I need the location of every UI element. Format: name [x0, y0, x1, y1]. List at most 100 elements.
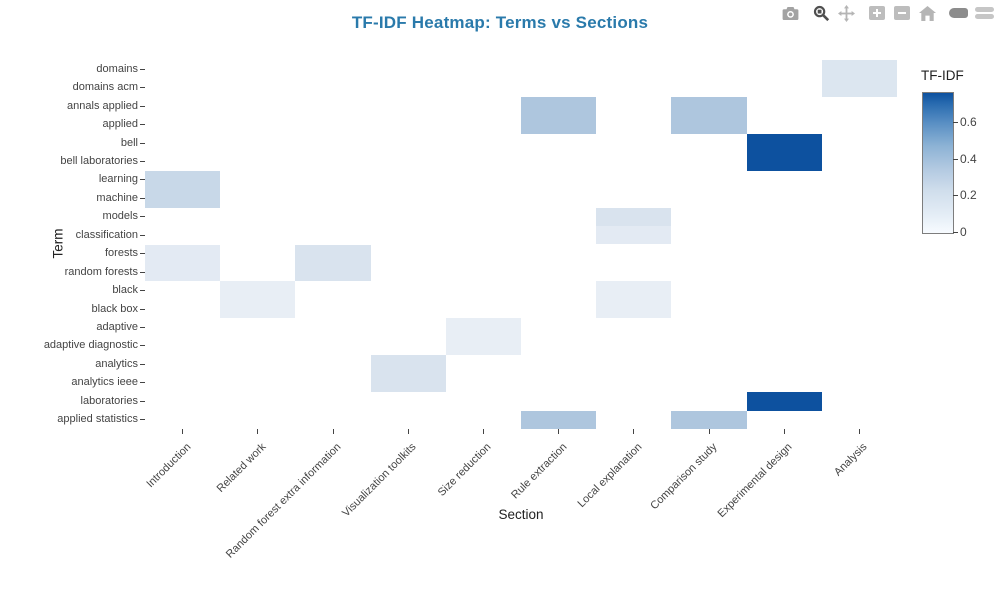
y-tick — [140, 345, 145, 347]
heatmap-plot-area[interactable] — [145, 60, 897, 429]
y-tick-label: adaptive — [96, 321, 138, 334]
y-tick-label: classification — [75, 228, 138, 241]
heatmap-cell[interactable] — [596, 299, 672, 319]
heatmap-cell[interactable] — [746, 152, 822, 171]
y-tick-label: domains acm — [72, 81, 138, 94]
y-tick-label: black box — [91, 302, 138, 315]
heatmap-cell[interactable] — [295, 244, 371, 263]
x-tick — [407, 429, 409, 434]
heatmap-cell[interactable] — [145, 170, 221, 190]
colorbar-gradient — [922, 92, 954, 234]
x-tick — [182, 429, 184, 434]
colorbar-tick-label: 0.6 — [960, 115, 977, 130]
heatmap-cell[interactable] — [671, 96, 747, 116]
y-tick — [140, 124, 145, 126]
heatmap-cell[interactable] — [596, 207, 672, 227]
x-tick — [783, 429, 785, 434]
x-tick — [858, 429, 860, 434]
camera-icon[interactable] — [781, 4, 799, 22]
heatmap-cell[interactable] — [145, 189, 221, 208]
y-tick — [140, 160, 145, 162]
y-tick-label: random forests — [64, 265, 138, 278]
x-tick — [558, 429, 560, 434]
heatmap-cell[interactable] — [145, 244, 221, 263]
heatmap-cell[interactable] — [220, 299, 296, 319]
colorbar-tick-label: 0 — [960, 224, 967, 239]
heatmap-cell[interactable] — [596, 281, 672, 300]
y-tick-label: applied — [102, 118, 138, 131]
y-tick — [140, 382, 145, 384]
heatmap-cell[interactable] — [220, 281, 296, 300]
y-tick-label: domains — [96, 62, 138, 75]
heatmap-cell[interactable] — [671, 115, 747, 134]
y-tick — [140, 105, 145, 107]
y-tick-label: bell laboratories — [60, 154, 138, 167]
modebar — [781, 4, 994, 22]
y-axis-title: Term — [50, 228, 66, 259]
y-tick — [140, 308, 145, 310]
heatmap-cell[interactable] — [370, 355, 446, 374]
y-tick — [140, 68, 145, 70]
heatmap-cell[interactable] — [295, 262, 371, 282]
heatmap-cell[interactable] — [596, 226, 672, 245]
x-tick — [708, 429, 710, 434]
heatmap-cell[interactable] — [521, 96, 597, 116]
y-tick-label: bell — [120, 136, 138, 149]
heatmap-cell[interactable] — [445, 336, 521, 356]
y-tick-label: models — [102, 210, 138, 223]
y-tick — [140, 216, 145, 218]
y-tick — [140, 234, 145, 236]
heatmap-cell[interactable] — [370, 373, 446, 393]
zoom-out-icon[interactable] — [893, 4, 911, 22]
y-tick — [140, 179, 145, 181]
colorbar-title: TF-IDF — [921, 68, 964, 83]
y-tick — [140, 327, 145, 329]
heatmap-cell[interactable] — [821, 78, 897, 97]
y-tick-label: analytics — [95, 357, 138, 370]
colorbar-tick-label: 0.2 — [960, 188, 977, 203]
heatmap-cell[interactable] — [521, 115, 597, 134]
y-tick-label: forests — [104, 247, 138, 260]
y-tick-label: analytics ieee — [71, 376, 138, 389]
y-tick-label: learning — [98, 173, 138, 186]
x-axis-title: Section — [498, 507, 544, 522]
x-tick — [332, 429, 334, 434]
y-tick-label: black — [112, 284, 138, 297]
y-tick — [140, 290, 145, 292]
y-tick-label: machine — [96, 191, 138, 204]
y-tick-label: adaptive diagnostic — [43, 339, 138, 352]
colorbar-tick — [953, 158, 958, 160]
colorbar-tick-label: 0.4 — [960, 151, 977, 166]
y-tick — [140, 142, 145, 144]
pan-icon[interactable] — [837, 4, 855, 22]
plotly-logo-bars-icon[interactable] — [975, 4, 994, 22]
heatmap-cell[interactable] — [521, 410, 597, 429]
y-tick — [140, 271, 145, 273]
y-tick — [140, 197, 145, 199]
y-tick-label: annals applied — [67, 99, 138, 112]
plotly-logo-icon[interactable] — [949, 4, 968, 22]
x-tick — [633, 429, 635, 434]
colorbar-tick — [953, 195, 958, 197]
heatmap-cell[interactable] — [445, 318, 521, 337]
heatmap-cell[interactable] — [821, 60, 897, 79]
home-icon[interactable] — [918, 4, 936, 22]
zoom-in-icon[interactable] — [868, 4, 886, 22]
zoom-icon[interactable] — [812, 4, 830, 22]
x-tick — [482, 429, 484, 434]
y-tick — [140, 253, 145, 255]
y-tick — [140, 400, 145, 402]
y-tick — [140, 363, 145, 365]
chart-title: TF-IDF Heatmap: Terms vs Sections — [351, 13, 649, 32]
heatmap-cell[interactable] — [671, 410, 747, 429]
heatmap-cell[interactable] — [145, 262, 221, 282]
heatmap-cell[interactable] — [746, 392, 822, 411]
colorbar-tick — [953, 231, 958, 233]
y-tick-label: laboratories — [80, 394, 138, 407]
colorbar-tick — [953, 122, 958, 124]
y-tick-label: applied statistics — [57, 413, 138, 426]
x-tick — [257, 429, 259, 434]
heatmap-cell[interactable] — [746, 133, 822, 153]
y-tick — [140, 419, 145, 421]
